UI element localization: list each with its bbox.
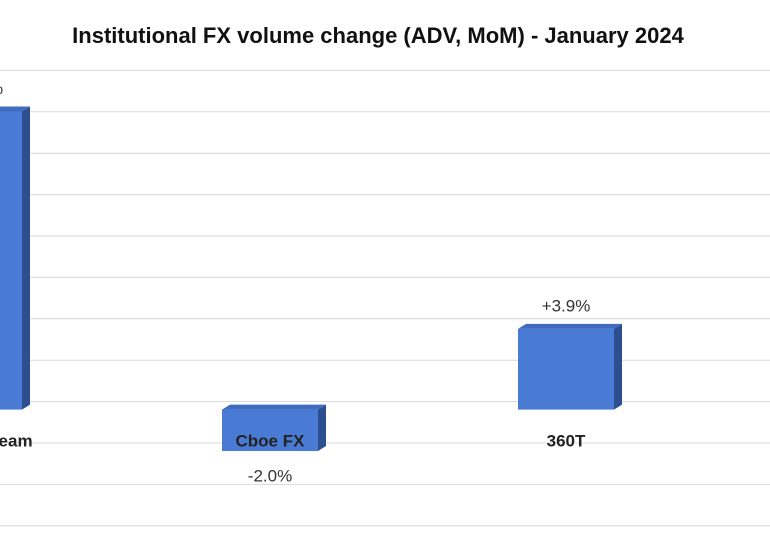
x-tick-label: 360T xyxy=(547,431,586,450)
bar-side-face xyxy=(614,323,622,410)
chart-title: Institutional FX volume change (ADV, MoM… xyxy=(72,23,684,48)
x-tick-label: FXSpotStream xyxy=(0,431,33,450)
bar-side-face xyxy=(318,404,326,451)
bar xyxy=(518,328,614,410)
bar xyxy=(222,409,318,451)
data-label: +14.4% xyxy=(0,79,3,98)
bar-top-face xyxy=(222,404,326,410)
bar-top-face xyxy=(0,106,30,112)
bar-top-face xyxy=(518,323,622,329)
data-label: +3.9% xyxy=(542,296,591,315)
bar-side-face xyxy=(22,106,30,410)
bar xyxy=(0,111,22,410)
data-label: -2.0% xyxy=(248,466,292,485)
x-tick-label: Cboe FX xyxy=(236,431,306,450)
